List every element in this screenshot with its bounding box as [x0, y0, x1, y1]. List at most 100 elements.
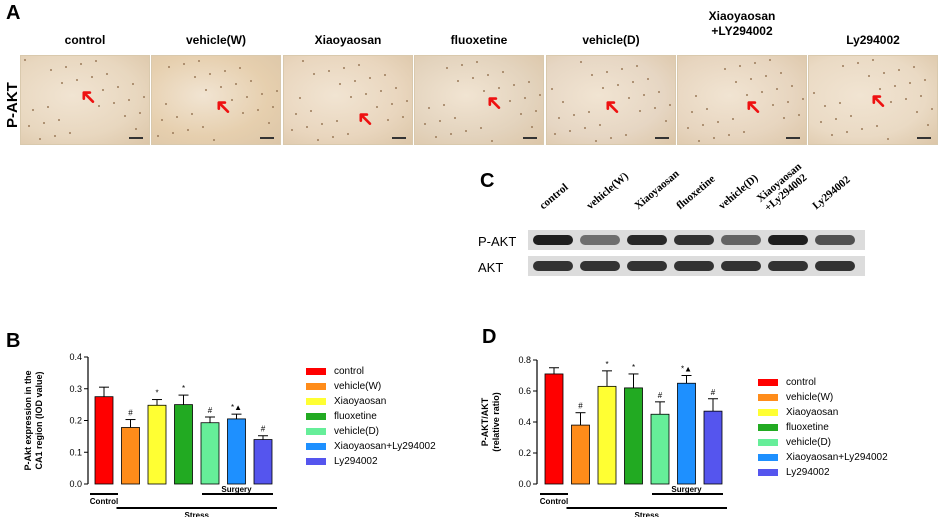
cell-speckle [472, 77, 474, 79]
micrograph-tile: ➜ [808, 55, 938, 145]
cell-speckle [820, 121, 822, 123]
surgery-group-label: Surgery [671, 485, 702, 494]
cell-speckle [842, 65, 844, 67]
cell-speckle [272, 106, 274, 108]
cell-speckle [562, 101, 564, 103]
significance-mark: # [578, 402, 583, 411]
blot-lane-label: Xiaoyaosan [632, 167, 682, 212]
cell-speckle [350, 96, 352, 98]
blot-band [533, 235, 573, 245]
cell-speckle [117, 86, 119, 88]
legend-swatch [758, 439, 778, 446]
significance-mark: # [208, 406, 213, 415]
cell-speckle [224, 70, 226, 72]
y-tick-label: 0.6 [518, 386, 531, 396]
legend-swatch [758, 424, 778, 431]
cell-speckle [454, 117, 456, 119]
cell-speckle [135, 128, 137, 130]
cell-speckle [32, 109, 34, 111]
legend-label: Ly294002 [334, 456, 378, 467]
bar [147, 404, 167, 485]
cell-speckle [231, 99, 233, 101]
cell-speckle [765, 75, 767, 77]
cell-speckle [194, 76, 196, 78]
scale-bar [786, 137, 800, 139]
cell-speckle [669, 104, 671, 106]
cell-speckle [824, 105, 826, 107]
cell-speckle [487, 74, 489, 76]
legend-item: Xiaoyaosan [758, 407, 838, 418]
y-tick-label: 0.8 [518, 355, 531, 365]
red-arrow-icon: ➜ [596, 91, 628, 123]
cell-speckle [890, 101, 892, 103]
cell-speckle [187, 129, 189, 131]
legend-item: Ly294002 [758, 467, 830, 478]
y-tick-label: 0.1 [69, 447, 82, 457]
cell-speckle [28, 125, 30, 127]
cell-speckle [435, 136, 437, 138]
legend-label: Xiaoyaosan+Ly294002 [334, 441, 436, 452]
cell-speckle [47, 106, 49, 108]
stress-group-label: Stress [185, 511, 210, 517]
cell-speckle [483, 90, 485, 92]
cell-speckle [387, 119, 389, 121]
bar [200, 422, 220, 485]
legend-swatch [758, 379, 778, 386]
cell-speckle [654, 107, 656, 109]
legend-item: vehicle(W) [758, 392, 833, 403]
red-arrow-icon: ➜ [207, 91, 239, 123]
cell-speckle [450, 133, 452, 135]
cell-speckle [313, 73, 315, 75]
cell-speckle [446, 67, 448, 69]
cell-speckle [924, 79, 926, 81]
cell-speckle [250, 80, 252, 82]
cell-speckle [528, 81, 530, 83]
cell-speckle [580, 61, 582, 63]
cell-speckle [157, 135, 159, 137]
bar [597, 385, 617, 485]
cell-speckle [347, 133, 349, 135]
blot-band [768, 261, 808, 271]
y-axis-label: P-Akt expression in theCA1 region (IOD v… [23, 370, 44, 470]
cell-speckle [879, 88, 881, 90]
scale-bar [129, 137, 143, 139]
cell-speckle [302, 60, 304, 62]
cell-speckle [916, 111, 918, 113]
cell-speckle [798, 114, 800, 116]
micrograph-tile: ➜ [283, 55, 413, 145]
legend-item: control [306, 366, 364, 377]
scale-bar [917, 137, 931, 139]
legend-swatch [758, 409, 778, 416]
y-tick-label: 0.0 [69, 479, 82, 489]
stress-group-label: Stress [635, 511, 660, 517]
panel-c-letter: C [480, 170, 495, 192]
cell-speckle [695, 95, 697, 97]
cell-speckle [776, 88, 778, 90]
legend-item: fluoxetine [758, 422, 829, 433]
legend-swatch [306, 443, 326, 450]
cell-speckle [835, 118, 837, 120]
cell-speckle [402, 116, 404, 118]
significance-mark: *▲ [231, 403, 242, 412]
cell-speckle [531, 126, 533, 128]
panel-a-letter: A [6, 2, 21, 24]
cell-speckle [639, 110, 641, 112]
bar [571, 424, 590, 485]
cell-speckle [246, 96, 248, 98]
blot-band [674, 261, 714, 271]
cell-speckle [358, 64, 360, 66]
cell-speckle [931, 108, 933, 110]
cell-speckle [728, 134, 730, 136]
legend-swatch [758, 469, 778, 476]
cell-speckle [791, 85, 793, 87]
cell-speckle [465, 130, 467, 132]
cell-speckle [665, 120, 667, 122]
significance-mark: # [711, 388, 716, 397]
micrograph-tile: ➜ [20, 55, 150, 145]
cell-speckle [569, 130, 571, 132]
y-axis-label: P-AKT/AKT(relative ratio) [480, 392, 501, 452]
cell-speckle [846, 131, 848, 133]
cell-speckle [513, 84, 515, 86]
cell-speckle [209, 73, 211, 75]
blot-band [768, 235, 808, 245]
